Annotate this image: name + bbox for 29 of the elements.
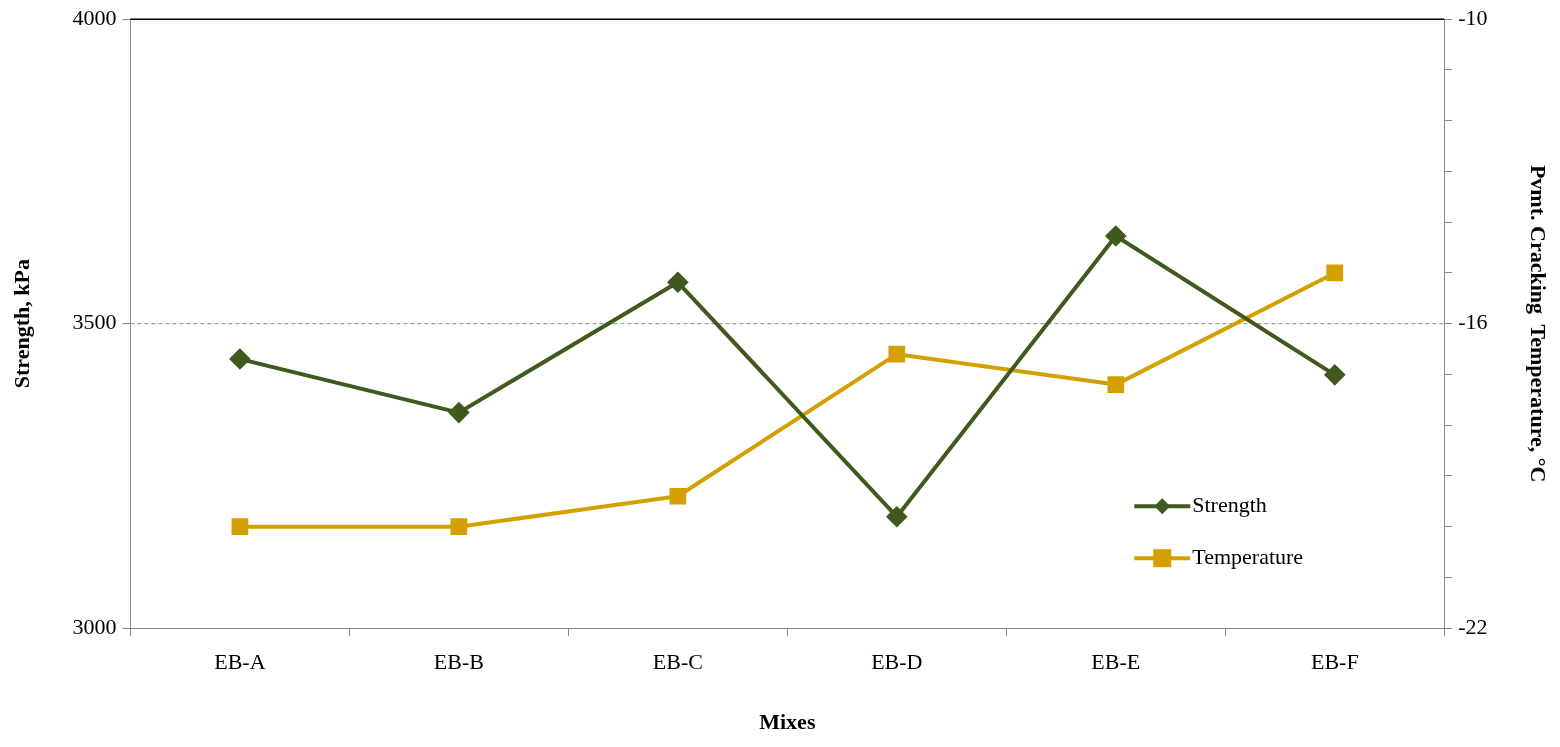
x-tick-label: EB-C [652,649,703,675]
legend-label: Strength [1192,491,1267,517]
y2-tick-label: -22 [1458,613,1488,639]
point [231,518,249,536]
y2-tick-label: -16 [1458,309,1488,335]
point [1326,264,1344,282]
x-tick-label: EB-E [1091,649,1141,675]
y2-axis-title: Pvmt. Cracking Temperature, °C [1526,164,1552,483]
point [450,518,468,536]
point [888,345,906,363]
point [1105,226,1126,246]
x-tick-label: EB-A [214,649,266,675]
legend-label: Temperature [1192,543,1304,569]
x-tick-label: EB-D [871,649,923,675]
y2-tick-label: -10 [1458,4,1488,30]
point [448,402,469,423]
y-tick-label: 3000 [72,613,117,639]
x-tick-label: EB-B [433,649,484,675]
y-axis-title: Strength, kPa [8,259,34,389]
x-axis-title: Mixes [759,709,816,735]
point [1324,364,1345,385]
point [1107,376,1125,393]
x-tick-label: EB-F [1310,649,1359,675]
y-tick-label: 4000 [72,4,117,30]
point [669,487,687,505]
y-tick-label: 3500 [72,309,117,335]
point [229,349,250,370]
point [667,272,688,293]
point [886,506,907,527]
